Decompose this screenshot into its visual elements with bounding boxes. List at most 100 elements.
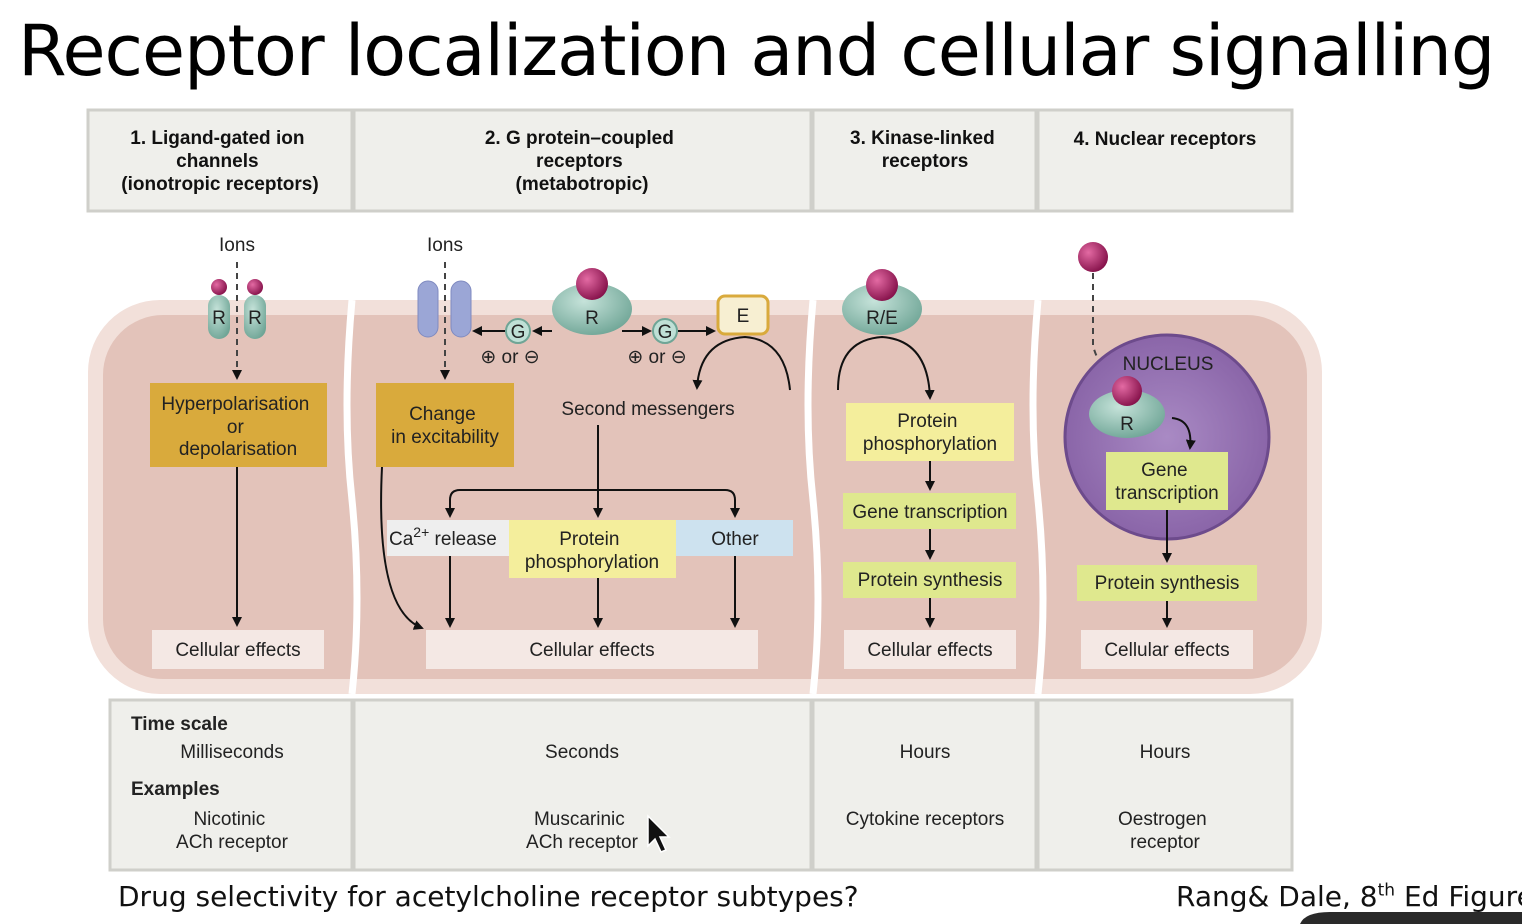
arrow-excitability-effects (380, 466, 424, 630)
cellular-effects-1 (152, 630, 324, 669)
header-panel-3 (811, 108, 1038, 213)
arrow-kinase-loop (837, 335, 935, 400)
excitability-line-2: in excitability (391, 427, 499, 448)
g-protein-left-label: G (511, 322, 526, 343)
ion-channel-left (417, 280, 439, 338)
info-panel-4 (1036, 698, 1294, 872)
time-scale-heading: Time scale (131, 714, 228, 735)
nuclear-receptor (1089, 390, 1165, 438)
svg-text:2. G protein–coupled rec: 2. G protein–coupled receptors (metabotr… (485, 128, 679, 195)
time-1: Milliseconds (180, 742, 283, 763)
channel-subunit-left (208, 295, 230, 339)
svg-text:1. Ligand-gated ion chan: 1. Ligand-gated ion channels (ionotropic… (121, 128, 318, 195)
other-label: Other (711, 529, 759, 550)
cellular-effects-3 (844, 630, 1016, 669)
example-1-line-1: Nicotinic (193, 809, 265, 830)
citation-prefix: Rang& Dale, 8 (1176, 880, 1378, 913)
kinase-ligand (866, 269, 898, 301)
hyper-line-2: or (227, 417, 245, 438)
ca-release-box (387, 520, 509, 556)
example-1-line-2: ACh receptor (176, 832, 289, 853)
protein-phosphorylation-box-2 (509, 520, 676, 578)
info-panel-1 (108, 698, 354, 872)
citation-suffix: Ed Figure (1395, 880, 1522, 913)
svg-text:Change in excitability: Change in excitability (391, 404, 499, 448)
cell-divider-3 (1029, 299, 1047, 695)
header-1-line-3: (ionotropic receptors) (121, 174, 318, 195)
ca-release-label: Ca2+ release (389, 524, 497, 550)
ligand-1a (211, 279, 227, 295)
time-3: Hours (900, 742, 951, 763)
svg-text:3. Kinase-linked recepto: 3. Kinase-linked receptors (850, 128, 1000, 172)
protein-synthesis-3-label: Protein synthesis (858, 570, 1003, 591)
info-panel-2 (352, 698, 813, 872)
mouse-cursor-icon (647, 814, 671, 853)
info-panel-3 (811, 698, 1038, 872)
ca-text: Ca (389, 529, 414, 550)
header-panel-2 (352, 108, 813, 213)
svg-text:Oestrogen receptor: Oestrogen receptor (1118, 809, 1212, 853)
header-panel-1 (86, 108, 354, 213)
slide-title: Receptor localization and cellular signa… (18, 10, 1495, 92)
ion-channel-right (450, 280, 472, 338)
gpcr-receptor-label: R (585, 308, 599, 329)
pp2-line-1: Protein (559, 529, 619, 550)
header-4-line-1: 4. Nuclear receptors (1074, 129, 1257, 150)
header-3-line-1: 3. Kinase-linked (850, 128, 995, 149)
other-box (676, 520, 793, 556)
kinase-receptor (842, 283, 922, 335)
example-4-line-1: Oestrogen (1118, 809, 1207, 830)
nuclear-ligand (1112, 376, 1142, 406)
svg-text:Cytokine receptors: Cytokine receptors (846, 809, 1004, 830)
second-messengers-label: Second messengers (561, 399, 734, 420)
cellular-effects-2 (426, 630, 758, 669)
protein-synthesis-4-label: Protein synthesis (1095, 573, 1240, 594)
cellular-effects-3-label: Cellular effects (867, 640, 992, 661)
example-2-line-1: Muscarinic (534, 809, 625, 830)
svg-text:Nicotinic ACh receptor: Nicotinic ACh receptor (176, 809, 289, 853)
example-3-line-1: Cytokine receptors (846, 809, 1004, 830)
time-2: Seconds (545, 742, 619, 763)
corner-overlay (1300, 912, 1522, 924)
kinase-receptor-label: R/E (866, 308, 898, 329)
branch-right (598, 489, 740, 518)
svg-text:Protein phosphorylation: Protein phosphorylation (525, 529, 659, 573)
header-2-line-1: 2. G protein–coupled (485, 128, 674, 149)
cell-divider-1 (343, 299, 361, 695)
gpcr-receptor (552, 283, 632, 335)
modulation-left: ⊕ or ⊖ (480, 347, 539, 368)
receptor-label-1b: R (248, 308, 262, 329)
pp3-line-1: Protein (897, 411, 957, 432)
gt4-line-2: transcription (1115, 483, 1219, 504)
header-1-line-2: channels (176, 151, 258, 172)
svg-text:Gene transcription: Gene transcription (1115, 460, 1219, 504)
cellular-effects-4 (1081, 630, 1253, 669)
gt4-line-1: Gene (1141, 460, 1187, 481)
cellular-effects-1-label: Cellular effects (175, 640, 300, 661)
cell-divider-2 (804, 299, 822, 695)
example-4-line-2: receptor (1130, 832, 1200, 853)
excitability-line-1: Change (409, 404, 476, 425)
example-2-line-2: ACh receptor (526, 832, 639, 853)
info-row: Time scale Examples Milliseconds Seconds… (108, 698, 1294, 872)
gene-transcription-box-4 (1106, 452, 1228, 510)
header-row: 1. Ligand-gated ion channels (ionotropic… (86, 108, 1294, 213)
hyper-line-1: Hyperpolarisation (161, 394, 309, 415)
cellular-effects-2-label: Cellular effects (529, 640, 654, 661)
g-protein-right (652, 318, 678, 344)
ions-label-2: Ions (427, 235, 463, 256)
gene-transcription-box-3 (843, 493, 1016, 529)
channel-subunit-right (244, 295, 266, 339)
ions-label-1: Ions (219, 235, 255, 256)
effector-box (716, 294, 770, 336)
nuclear-receptor-label: R (1120, 414, 1134, 435)
examples-heading: Examples (131, 779, 220, 800)
gpcr-ligand (576, 268, 608, 300)
ca-superscript: 2+ (413, 524, 429, 540)
svg-text:4. Nuclear receptors: 4. Nuclear receptors (1074, 129, 1257, 150)
footer-citation: Rang& Dale, 8th Ed Figure (1176, 880, 1522, 913)
arrow-effector-loop (692, 335, 791, 391)
ligand-1b (247, 279, 263, 295)
receptor-label-1a: R (212, 308, 226, 329)
